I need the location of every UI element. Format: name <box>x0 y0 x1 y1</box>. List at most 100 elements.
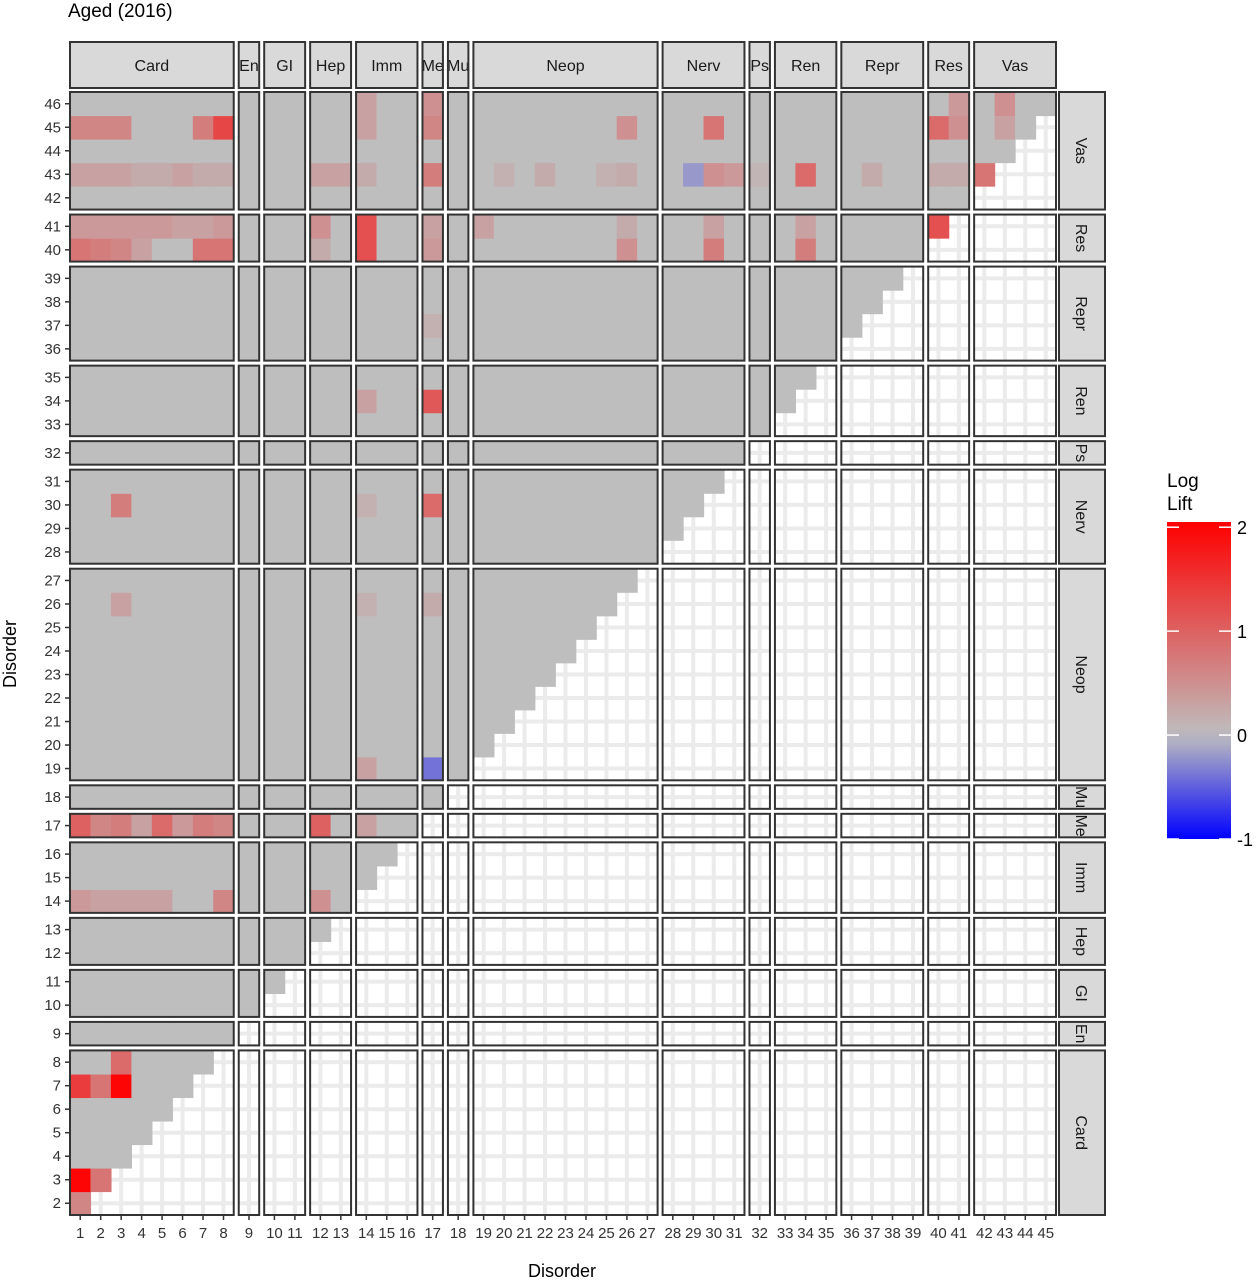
heatmap-cell <box>192 1050 214 1075</box>
heatmap-cell <box>110 1144 132 1169</box>
heatmap-cell <box>110 115 132 140</box>
x-tick-label: 5 <box>158 1225 166 1242</box>
heatmap-cell <box>774 238 796 263</box>
heatmap-cell <box>90 756 112 781</box>
panel-border <box>421 812 444 839</box>
heatmap-cell <box>447 214 469 239</box>
panel-border <box>748 968 771 1018</box>
heatmap-cell <box>616 115 638 140</box>
heatmap-cell <box>703 139 725 164</box>
strip-col-me <box>421 41 444 89</box>
panel-vas-gi <box>974 969 1056 1017</box>
heatmap-cell <box>70 1021 92 1047</box>
heatmap-cell <box>192 162 214 187</box>
heatmap-cell <box>473 162 495 187</box>
heatmap-cell <box>310 92 332 117</box>
heatmap-cell <box>238 639 260 664</box>
heatmap-cell <box>841 214 863 239</box>
y-tick-label: 45 <box>44 119 61 136</box>
panel-border <box>773 213 838 263</box>
panel-border <box>973 265 1058 362</box>
strip-label-row-nerv: Nerv <box>1072 500 1089 534</box>
heatmap-cell <box>473 313 495 338</box>
heatmap-cell <box>213 662 235 687</box>
heatmap-cell <box>151 214 173 239</box>
heatmap-cell <box>447 412 469 437</box>
heatmap-cell <box>192 389 214 414</box>
heatmap-cell <box>151 842 173 867</box>
heatmap-cell <box>555 493 577 518</box>
heatmap-cell <box>238 709 260 734</box>
heatmap-cell <box>238 865 260 890</box>
heatmap-cell <box>637 313 659 338</box>
heatmap-cell <box>238 813 260 838</box>
heatmap-cell <box>192 941 214 966</box>
heatmap-cell <box>724 162 746 187</box>
heatmap-cell <box>422 186 444 211</box>
heatmap-cell <box>284 266 306 291</box>
heatmap-cell <box>110 139 132 164</box>
heatmap-cell <box>110 1120 132 1146</box>
heatmap-cell <box>264 756 286 781</box>
x-tick-label: 13 <box>332 1225 349 1242</box>
heatmap-cell <box>356 214 378 239</box>
heatmap-cell <box>473 389 495 414</box>
x-tick-label: 28 <box>664 1225 681 1242</box>
heatmap-cell <box>330 313 352 338</box>
y-tick-label: 11 <box>45 974 61 991</box>
legend-title: Log Lift <box>1167 471 1199 515</box>
heatmap-cell <box>397 516 419 541</box>
heatmap-cell <box>172 756 194 781</box>
heatmap-cell <box>703 365 725 390</box>
heatmap-cell <box>356 615 378 640</box>
heatmap-cell <box>555 214 577 239</box>
heatmap-cell <box>534 162 556 187</box>
heatmap-cell <box>238 389 260 414</box>
heatmap-cell <box>90 1097 112 1122</box>
strip-label-col-en: En <box>239 58 259 75</box>
heatmap-cell <box>213 842 235 867</box>
heatmap-cell <box>616 139 638 164</box>
heatmap-cell <box>172 568 194 593</box>
heatmap-cell <box>815 337 837 362</box>
heatmap-cell <box>90 290 112 315</box>
heatmap-cell <box>110 842 132 867</box>
heatmap-cell <box>310 785 332 810</box>
heatmap-cell <box>637 365 659 390</box>
heatmap-cell <box>596 214 618 239</box>
heatmap-cell <box>70 389 92 414</box>
heatmap-cell <box>749 365 771 390</box>
heatmap-cell <box>151 917 173 942</box>
heatmap-cell <box>110 540 132 565</box>
heatmap-cell <box>514 238 536 263</box>
heatmap-cell <box>131 662 153 687</box>
heatmap-cell <box>397 313 419 338</box>
y-tick-label: 42 <box>44 190 61 207</box>
heatmap-cell <box>151 290 173 315</box>
heatmap-cell <box>473 186 495 211</box>
heatmap-cell <box>310 662 332 687</box>
x-tick-label: 45 <box>1037 1225 1054 1242</box>
heatmap-cell <box>841 162 863 187</box>
heatmap-cell <box>172 813 194 838</box>
heatmap-cell <box>284 389 306 414</box>
heatmap-cell <box>90 993 112 1018</box>
heatmap-cell <box>596 441 618 466</box>
heatmap-cell <box>90 139 112 164</box>
x-tick-label: 32 <box>751 1225 768 1242</box>
heatmap-cell <box>514 139 536 164</box>
heatmap-cell <box>447 756 469 781</box>
heatmap-cell <box>376 785 398 810</box>
heatmap-cell <box>774 186 796 211</box>
heatmap-cell <box>284 290 306 315</box>
heatmap-cell <box>376 516 398 541</box>
x-tick-label: 42 <box>976 1225 993 1242</box>
heatmap-cell <box>172 917 194 942</box>
heatmap-cell <box>514 337 536 362</box>
heatmap-cell <box>284 813 306 838</box>
heatmap-cell <box>749 92 771 117</box>
heatmap-cell <box>70 162 92 187</box>
panel-border <box>237 440 261 466</box>
heatmap-cell <box>90 412 112 437</box>
